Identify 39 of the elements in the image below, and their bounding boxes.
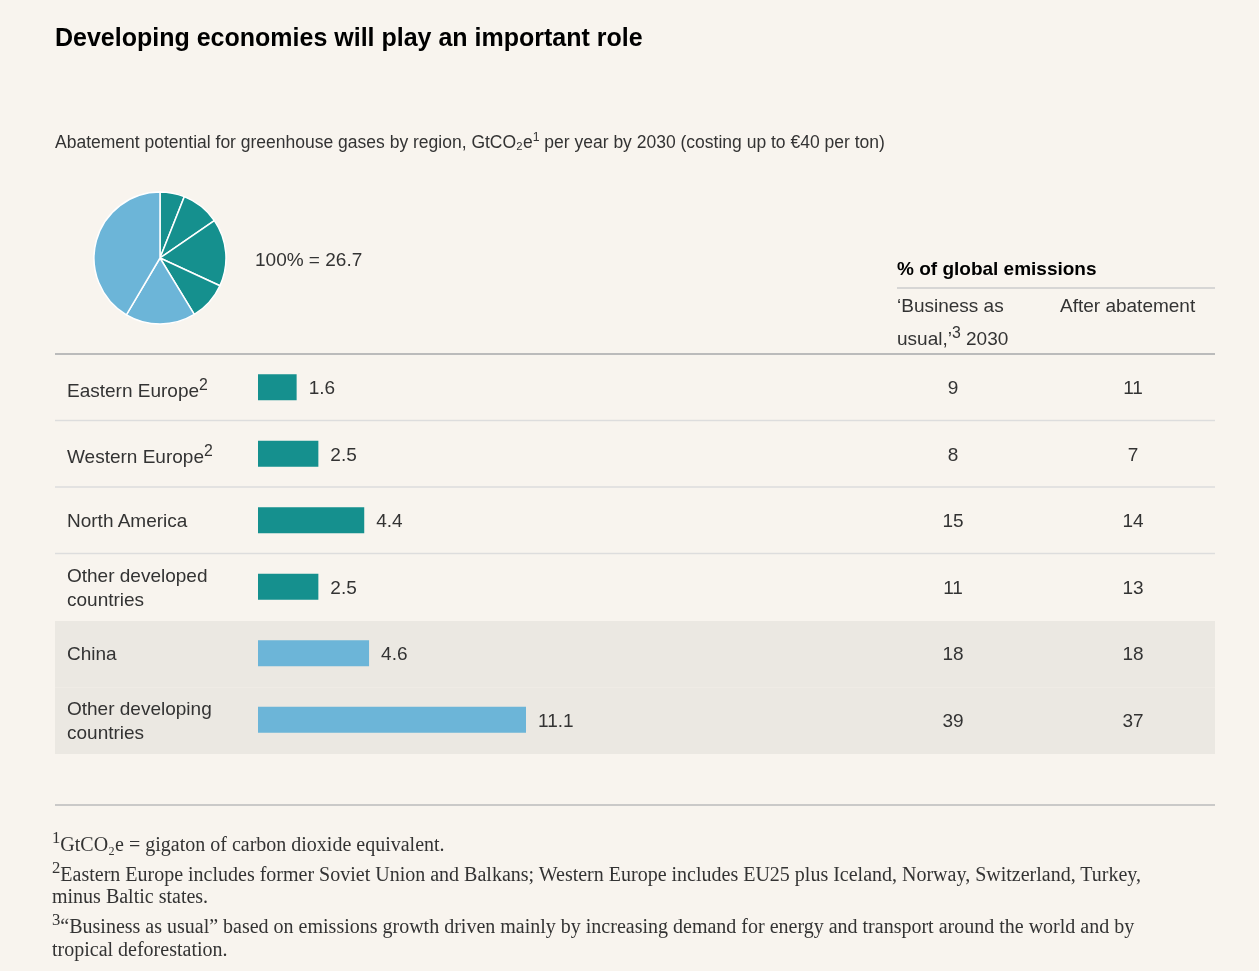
y-tick-label: China <box>67 642 117 666</box>
bar <box>258 640 370 667</box>
data-label: 4.6 <box>381 643 408 665</box>
text: 100% = 26.7 <box>255 249 363 270</box>
data-label: 2.5 <box>330 443 357 465</box>
data-label: 13 <box>1122 576 1144 598</box>
data-label: 2.5 <box>330 576 357 598</box>
bar <box>258 440 319 467</box>
data-label: 1.6 <box>308 377 336 399</box>
data-label: 39 <box>942 709 964 731</box>
data-label: 37 <box>1122 709 1144 731</box>
data-label: 11 <box>943 576 963 598</box>
chart-title: % of global emissions <box>897 258 1097 279</box>
bar <box>258 706 526 733</box>
x-tick-label: ‘Business as usual,’$^{3}$ 2030 <box>897 295 1009 350</box>
text: $^{1}$GtCO₂e = gigaton of carbon dioxide equivalent. <box>52 827 446 856</box>
text: Developing economies will play an important role <box>55 23 643 51</box>
text: $^{2}$Eastern Europe includes former Soviet Union and Balkans; Western Europe includes EU25 plus Iceland, Norway, Switzerland, Turkey, minus Baltic states. <box>52 856 1143 909</box>
data-label: 7 <box>1127 443 1139 465</box>
data-label: 9 <box>947 377 959 399</box>
y-tick-label: North America <box>67 509 188 533</box>
y-tick-label: Eastern Europe$^{2}$ <box>67 374 208 404</box>
text: $^{3}$“Business as usual” based on emissions growth driven mainly by increasing demand for energy and transport around the world and by tropical deforestation. <box>52 909 1136 961</box>
bar <box>258 573 319 600</box>
data-label: 4.4 <box>376 510 404 532</box>
y-tick-label: Western Europe$^{2}$ <box>67 441 213 470</box>
y-tick-label: Other developed countries <box>67 563 209 612</box>
text: Abatement potential for greenhouse gases by region, GtCO₂e$^{1}$ per year by 2030 (costing up to €40 per ton) <box>55 130 885 152</box>
x-tick-label: After abatement <box>1060 295 1196 316</box>
data-label: 18 <box>942 643 964 665</box>
y-tick-label: Other developing countries <box>67 696 213 745</box>
bar <box>258 374 297 401</box>
bar <box>258 507 365 534</box>
data-label: 15 <box>942 510 964 532</box>
data-label: 11 <box>1123 377 1143 399</box>
data-label: 8 <box>947 443 959 465</box>
data-label: 11.1 <box>538 709 574 731</box>
data-label: 14 <box>1122 510 1144 532</box>
data-label: 18 <box>1122 643 1144 665</box>
